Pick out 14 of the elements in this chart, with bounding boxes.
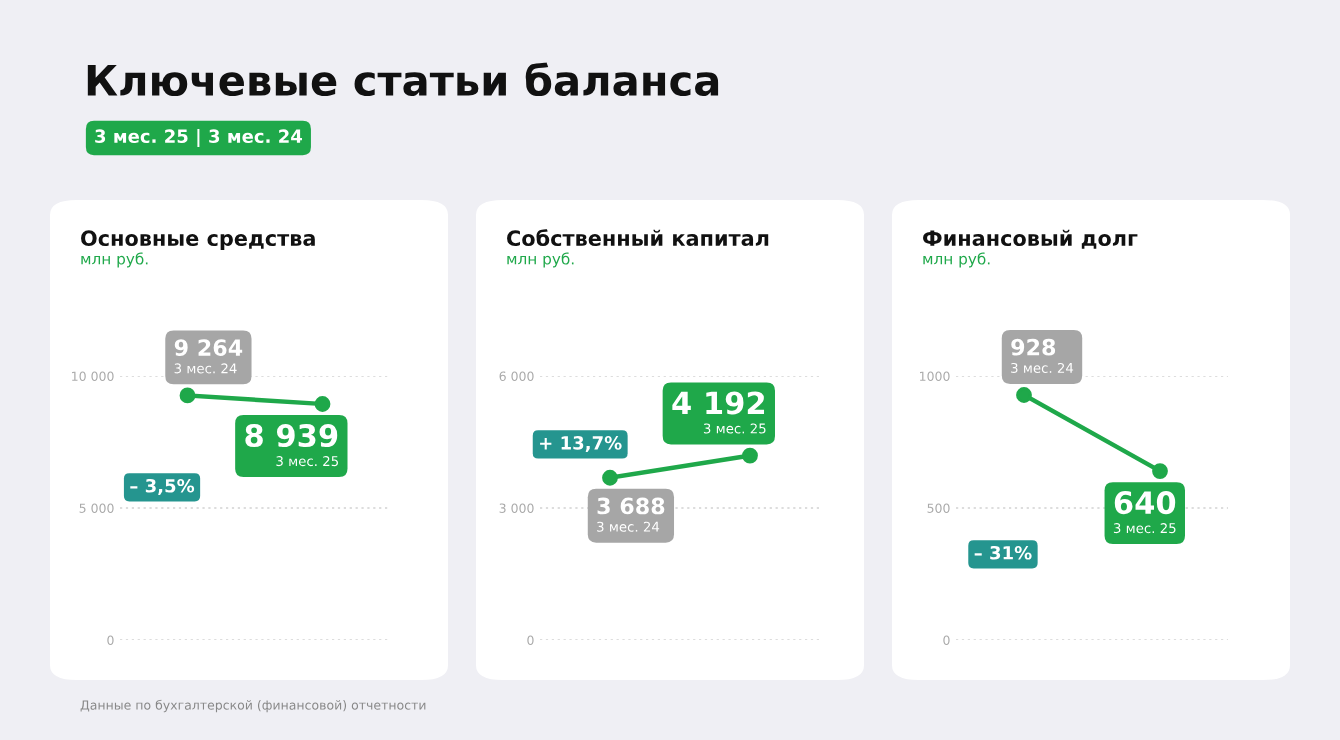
text: 3 мес. 25 | 3 мес. 24	[95, 128, 302, 148]
chart-title: Основные средства	[81, 230, 315, 251]
text: 8 939	[245, 423, 338, 448]
text: 640	[1114, 491, 1176, 515]
annotation: – 3,5%	[130, 478, 195, 495]
text: 3 688	[597, 497, 665, 515]
text: 4 192	[672, 391, 765, 415]
chart-title: Финансовый долг	[923, 229, 1138, 249]
text: Ключевые статьи баланса	[87, 62, 719, 97]
text: 9 264	[174, 339, 243, 356]
chart-title: Собственный капитал	[507, 229, 769, 247]
text: 928	[1011, 338, 1056, 356]
annotation: + 13,7%	[540, 436, 622, 452]
annotation: – 31%	[974, 545, 1032, 560]
